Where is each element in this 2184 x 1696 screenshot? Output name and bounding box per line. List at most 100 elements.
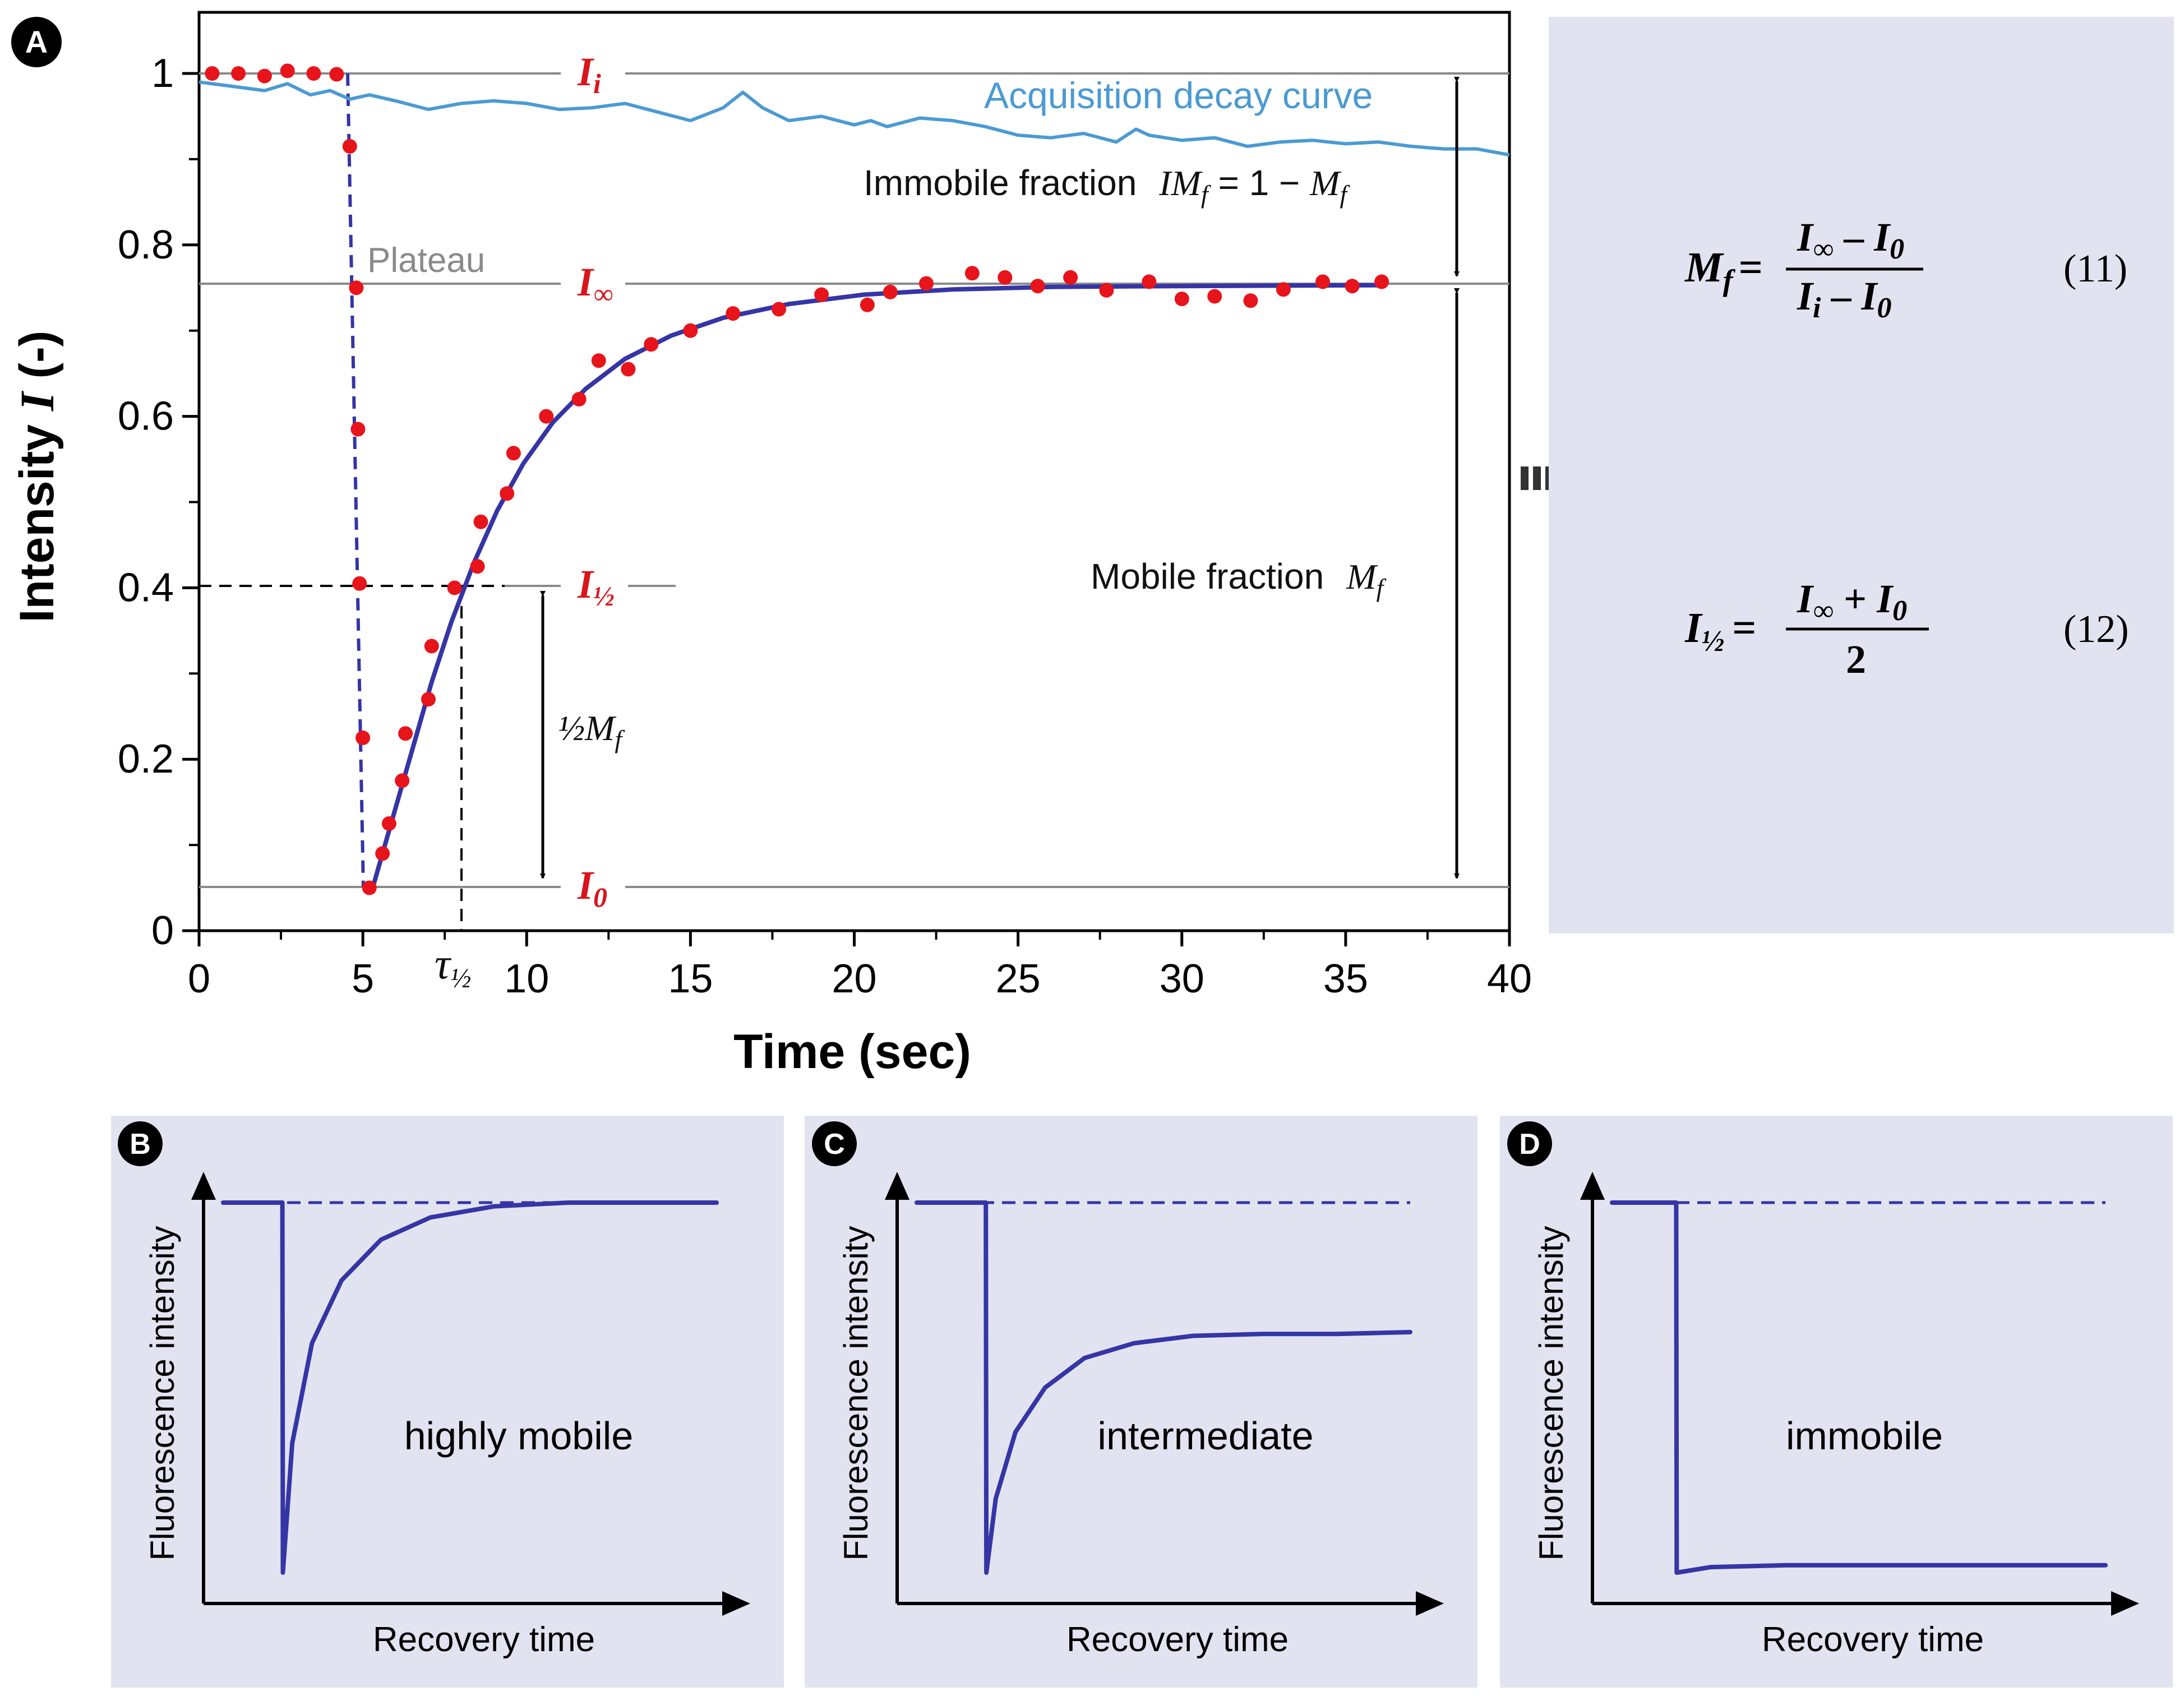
data-point xyxy=(644,337,659,352)
eq11-lhs: Mf = xyxy=(1684,244,1763,297)
main-plot-frame xyxy=(197,11,1511,932)
data-point xyxy=(349,280,364,295)
panel-b-title: highly mobile xyxy=(404,1414,634,1458)
data-point xyxy=(1063,270,1078,285)
equations-panel-background xyxy=(1549,17,2174,934)
x-axis-title: Time (sec) xyxy=(733,1025,971,1079)
data-point xyxy=(280,63,295,78)
mobile-fraction-label: Mobile fraction Mf xyxy=(1091,556,1387,602)
panel-d-title: immobile xyxy=(1786,1414,1943,1458)
panel-b-background xyxy=(111,1116,784,1688)
y-axis-title: Fluorescence intensity xyxy=(1532,1226,1570,1561)
x-axis-title: Recovery time xyxy=(1066,1620,1289,1659)
x-axis-arrow-icon xyxy=(722,1591,750,1616)
guide-lines xyxy=(199,73,505,931)
data-point xyxy=(814,287,829,302)
fraction-arrows xyxy=(540,77,1460,879)
y-tick-label: 0.6 xyxy=(118,394,174,439)
data-point xyxy=(591,353,606,368)
label-i-half: I½ xyxy=(577,562,615,612)
x-axis-title: Recovery time xyxy=(373,1620,595,1659)
y-axis-arrow-icon xyxy=(191,1172,216,1200)
data-point xyxy=(1374,274,1389,289)
data-point xyxy=(352,576,367,591)
data-point xyxy=(306,66,321,81)
data-point xyxy=(726,306,741,321)
eq12-lhs: I½ = xyxy=(1684,604,1756,658)
label-i-inf: I∞ xyxy=(577,260,613,309)
label-i-0: I0 xyxy=(577,863,607,913)
equations-panel: Mf = I∞ – I0 Ii – I0 (11) I½ = I∞ + I0 2 (… xyxy=(1549,17,2174,934)
y-tick-label: 0.8 xyxy=(118,223,174,267)
x-axis-ticks: 0 5 10 15 20 25 30 35 40 xyxy=(188,931,1532,1001)
y-tick-label: 0.2 xyxy=(118,737,174,782)
data-point xyxy=(257,68,272,84)
eq12-number: (12) xyxy=(2063,608,2129,651)
data-point xyxy=(1315,274,1330,289)
equation-11: Mf = I∞ – I0 Ii – I0 (11) xyxy=(1684,215,2127,324)
eq11-denominator: Ii – I0 xyxy=(1797,274,1892,324)
x-tick-label: 20 xyxy=(832,956,876,1001)
panel-a: A 0 5 10 15 20 25 30 35 40 00.20.40.60.81 T xyxy=(10,11,1532,1079)
panel-label-b-badge xyxy=(118,1121,163,1166)
data-point xyxy=(205,66,220,81)
y-axis-ticks: 0 0.2 0.4 0.6 0.8 1 xyxy=(118,51,199,953)
y-tick-label: 1 xyxy=(151,51,174,96)
x-tick-label: 30 xyxy=(1160,956,1204,1001)
y-axis-arrow-icon xyxy=(1580,1172,1605,1200)
x-axis-title: Recovery time xyxy=(1762,1620,1984,1659)
x-tick-label: 5 xyxy=(352,956,374,1001)
panel-label-c: C xyxy=(824,1128,845,1161)
y-tick-label: 0.4 xyxy=(118,565,174,610)
recovery-fit-curve xyxy=(370,283,1381,890)
panel-label-d-badge xyxy=(1507,1121,1552,1166)
eq11-number: (11) xyxy=(2063,247,2127,290)
x-tick-label: 0 xyxy=(188,956,210,1001)
half-mobile-label: ½Mf xyxy=(558,708,625,754)
data-point xyxy=(395,773,410,788)
data-point xyxy=(571,392,587,406)
data-point xyxy=(1345,279,1360,294)
x-axis-arrow-icon xyxy=(1416,1591,1444,1616)
data-point xyxy=(539,409,554,424)
data-point xyxy=(1276,282,1291,297)
recovery-curve xyxy=(221,1200,719,1575)
y-axis-title: Fluorescence intensity xyxy=(837,1226,875,1561)
panel-label-a: A xyxy=(25,24,48,59)
data-point xyxy=(398,726,413,741)
panel-label-a-badge xyxy=(11,17,62,67)
data-point xyxy=(424,639,439,654)
eq11-numerator: I∞ – I0 xyxy=(1797,215,1904,265)
data-point xyxy=(860,297,875,312)
data-point xyxy=(375,846,390,861)
data-point xyxy=(1142,274,1157,289)
decay-curve-layer xyxy=(198,80,1510,157)
data-point xyxy=(1099,283,1114,298)
eq12-numerator: I∞ + I0 xyxy=(1797,576,1907,627)
bleach-dashed-line xyxy=(346,73,365,888)
x-tick-label: 15 xyxy=(668,956,713,1001)
panel-label-c-badge xyxy=(812,1121,857,1166)
acquisition-decay-curve xyxy=(198,80,1510,157)
panel-label-b: B xyxy=(130,1128,151,1161)
y-tick-label: 0 xyxy=(151,908,174,953)
data-point xyxy=(998,270,1013,285)
data-point xyxy=(355,731,371,745)
panel-c: C Recovery time Fluorescence intensity inte… xyxy=(805,1116,1477,1688)
panel-c-title: intermediate xyxy=(1097,1414,1313,1458)
data-point xyxy=(421,692,436,707)
recovery-curve xyxy=(915,1200,1412,1575)
recovery-curve xyxy=(1610,1200,2108,1575)
x-axis-arrow-icon xyxy=(2111,1591,2139,1616)
y-axis-title: Intensity I (-) xyxy=(10,331,64,623)
data-points-layer xyxy=(205,63,1389,895)
x-tick-label: 10 xyxy=(504,956,549,1001)
decay-curve-label: Acquisition decay curve xyxy=(984,75,1373,116)
data-point xyxy=(883,284,898,299)
label-i-i: Ii xyxy=(577,49,601,99)
data-point xyxy=(470,559,485,574)
y-axis-arrow-icon xyxy=(885,1172,909,1200)
x-tick-label: 35 xyxy=(1323,956,1368,1001)
panel-label-d: D xyxy=(1519,1128,1540,1161)
